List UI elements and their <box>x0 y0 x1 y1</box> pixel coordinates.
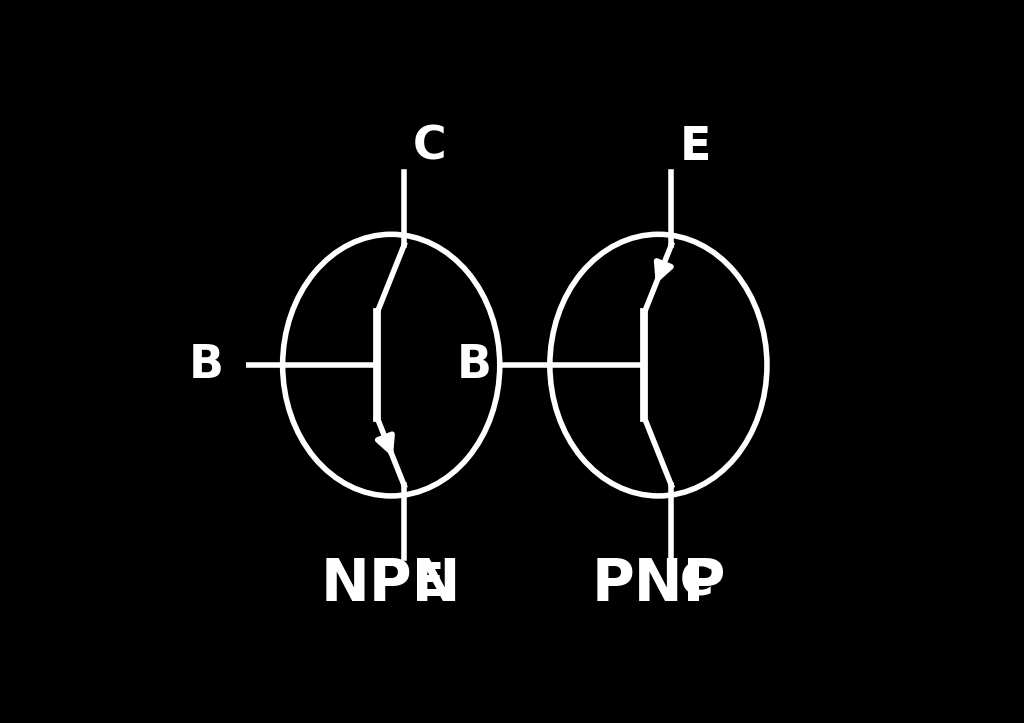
Text: C: C <box>680 560 714 606</box>
Text: NPN: NPN <box>321 556 462 613</box>
Text: E: E <box>413 560 444 606</box>
Text: B: B <box>457 343 492 388</box>
Text: C: C <box>413 124 446 170</box>
Text: B: B <box>189 343 224 388</box>
Text: PNP: PNP <box>591 556 726 613</box>
Text: E: E <box>680 124 711 170</box>
